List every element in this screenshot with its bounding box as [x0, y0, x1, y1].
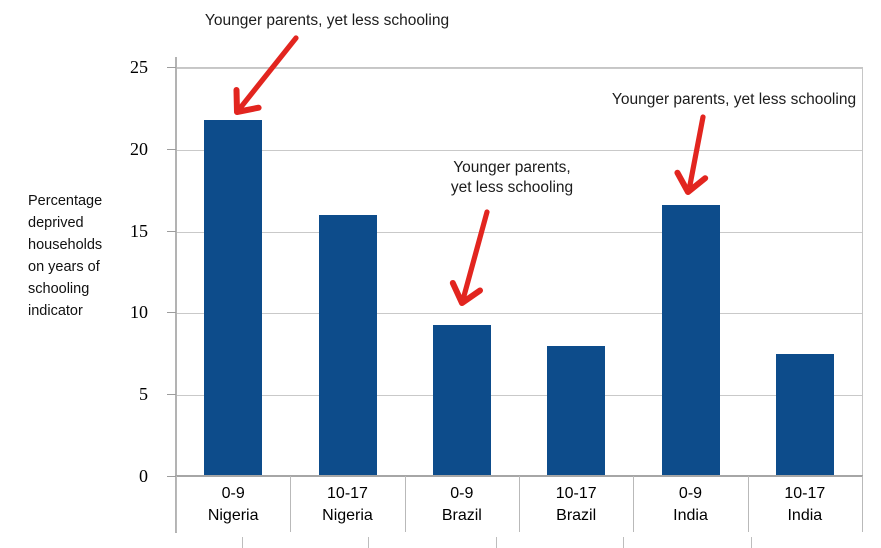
y-tick-mark-5: [167, 394, 176, 396]
plot-area: [176, 67, 863, 477]
bottom-partial-tick: [496, 537, 497, 548]
bottom-partial-tick: [751, 537, 752, 548]
bottom-partial-tick: [623, 537, 624, 548]
x-category-separator: [748, 476, 749, 532]
y-tick-label-10: 10: [130, 302, 148, 323]
x-tick-label-10-17-brazil: 10-17 Brazil: [555, 485, 597, 524]
y-tick-mark-0: [167, 476, 176, 477]
gridline-15: [176, 231, 862, 233]
bar-10-17-nigeria: [318, 215, 377, 477]
x-category-separator: [290, 476, 291, 532]
annotation-nigeria: Younger parents, yet less schooling: [204, 12, 450, 29]
bar-0-9-nigeria: [204, 120, 263, 477]
x-category-separator: [405, 476, 406, 532]
y-tick-label-25: 25: [130, 57, 148, 77]
y-tick-mark-25: [167, 67, 176, 68]
y-tick-label-0: 0: [139, 466, 148, 486]
gridline-20: [176, 149, 862, 151]
bar-0-9-brazil: [432, 324, 491, 477]
gridline-10: [176, 313, 862, 315]
y-tick-label-5: 5: [139, 384, 148, 405]
annotation-brazil: Younger parents, yet less schooling: [450, 159, 574, 196]
x-tick-label-0-9-india: 0-9 India: [673, 485, 708, 524]
y-axis-title: Percentage deprived households on years …: [28, 193, 103, 319]
x-tick-label-10-17-india: 10-17 India: [784, 485, 826, 524]
x-category-separator: [862, 476, 863, 532]
x-tick-label-0-9-nigeria: 0-9 Nigeria: [207, 485, 259, 524]
y-tick-label-15: 15: [130, 220, 148, 241]
y-tick-mark-15: [167, 230, 176, 232]
y-tick-label-20: 20: [130, 138, 148, 159]
bar-10-17-india: [775, 354, 834, 477]
bottom-partial-tick: [368, 537, 369, 548]
bar-0-9-india: [661, 205, 720, 477]
y-tick-mark-10: [167, 312, 176, 314]
gridline-5: [176, 395, 862, 397]
y-axis-line: [175, 57, 177, 533]
bar-10-17-brazil: [547, 346, 606, 477]
x-tick-label-0-9-brazil: 0-9 Brazil: [441, 485, 482, 524]
x-category-separator: [519, 476, 520, 532]
x-tick-label-10-17-nigeria: 10-17 Nigeria: [322, 485, 373, 524]
annotation-india: Younger parents, yet less schooling: [611, 91, 857, 108]
x-category-separator: [633, 476, 634, 532]
y-tick-mark-20: [167, 148, 176, 150]
gridline-25: [176, 68, 862, 69]
x-category-separator: [176, 476, 177, 532]
bottom-partial-tick: [242, 537, 243, 548]
